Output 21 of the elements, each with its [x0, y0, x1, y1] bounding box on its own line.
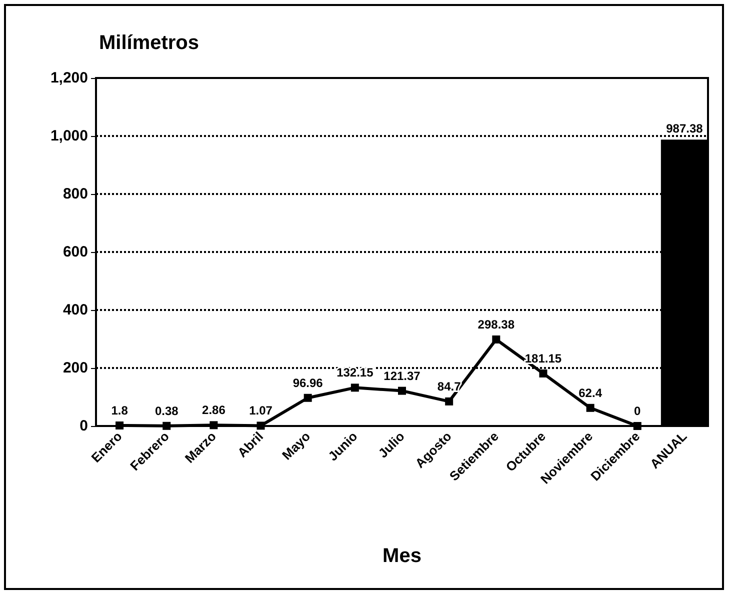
data-label: 1.8: [111, 403, 128, 418]
y-tick-label: 0: [80, 418, 88, 434]
data-label: 0.38: [154, 404, 179, 418]
data-label: 987.38: [666, 122, 704, 136]
y-tick-label: 400: [62, 302, 88, 318]
data-label: 62.4: [578, 386, 602, 400]
data-label: 1.07: [249, 404, 273, 418]
data-label: 96.96: [292, 376, 324, 390]
y-tick-label: 1,000: [50, 128, 88, 144]
y-tick-label: 1,200: [50, 70, 88, 86]
y-axis-title: Milímetros: [99, 32, 200, 54]
data-label: 132.15: [336, 366, 374, 380]
data-label: 2.86: [202, 403, 226, 418]
data-label: 0: [634, 404, 642, 418]
y-tick-label: 200: [62, 360, 88, 376]
y-tick-label: 600: [62, 244, 88, 260]
data-label: 181.15: [524, 351, 562, 366]
y-tick-label: 800: [62, 186, 88, 202]
data-label: 121.37: [384, 368, 421, 383]
data-label: 298.38: [478, 317, 515, 332]
x-axis-title: Mes: [382, 545, 422, 567]
